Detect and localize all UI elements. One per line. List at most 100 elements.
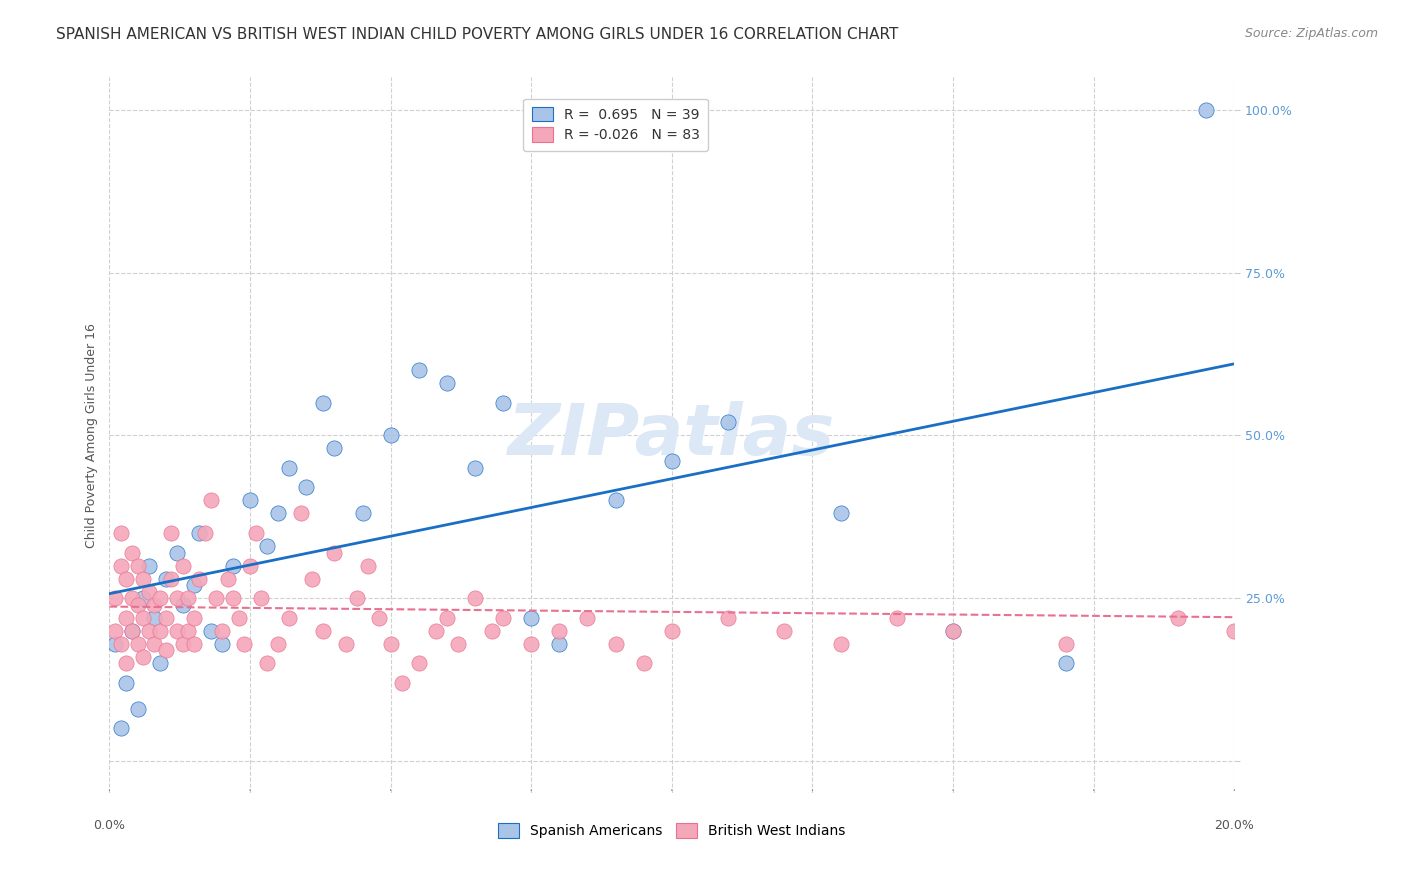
Point	[447, 637, 470, 651]
Point	[267, 507, 290, 521]
Point	[464, 591, 486, 605]
Point	[200, 493, 222, 508]
Point	[160, 526, 183, 541]
Point	[183, 637, 205, 651]
Point	[605, 637, 627, 651]
Y-axis label: Child Poverty Among Girls Under 16: Child Poverty Among Girls Under 16	[86, 323, 98, 548]
Point	[380, 637, 402, 651]
Point	[143, 610, 166, 624]
Point	[115, 656, 138, 670]
Point	[492, 610, 515, 624]
Point	[548, 637, 571, 651]
Point	[301, 572, 323, 586]
Point	[773, 624, 796, 638]
Point	[492, 396, 515, 410]
Point	[391, 675, 413, 690]
Point	[717, 610, 740, 624]
Point	[312, 396, 335, 410]
Point	[115, 675, 138, 690]
Point	[436, 376, 458, 391]
Point	[110, 637, 132, 651]
Point	[576, 610, 599, 624]
Point	[239, 493, 262, 508]
Point	[323, 545, 346, 559]
Point	[149, 591, 172, 605]
Point	[155, 610, 177, 624]
Point	[121, 591, 143, 605]
Point	[830, 637, 852, 651]
Point	[233, 637, 256, 651]
Point	[217, 572, 239, 586]
Point	[127, 558, 149, 573]
Point	[211, 637, 233, 651]
Point	[183, 578, 205, 592]
Point	[290, 507, 312, 521]
Point	[323, 442, 346, 456]
Point	[160, 572, 183, 586]
Point	[222, 591, 245, 605]
Text: Source: ZipAtlas.com: Source: ZipAtlas.com	[1244, 27, 1378, 40]
Point	[245, 526, 267, 541]
Point	[127, 702, 149, 716]
Point	[295, 480, 318, 494]
Point	[132, 649, 155, 664]
Point	[143, 637, 166, 651]
Point	[121, 624, 143, 638]
Point	[256, 656, 278, 670]
Point	[425, 624, 447, 638]
Point	[1195, 103, 1218, 117]
Point	[886, 610, 908, 624]
Point	[481, 624, 503, 638]
Point	[138, 624, 160, 638]
Point	[194, 526, 217, 541]
Point	[357, 558, 380, 573]
Point	[121, 624, 143, 638]
Point	[115, 610, 138, 624]
Point	[205, 591, 228, 605]
Point	[104, 624, 127, 638]
Text: 20.0%: 20.0%	[1215, 820, 1254, 832]
Point	[278, 610, 301, 624]
Point	[138, 584, 160, 599]
Point	[312, 624, 335, 638]
Point	[121, 545, 143, 559]
Point	[661, 624, 683, 638]
Point	[149, 656, 172, 670]
Point	[211, 624, 233, 638]
Point	[177, 591, 200, 605]
Point	[127, 598, 149, 612]
Point	[408, 656, 430, 670]
Point	[717, 416, 740, 430]
Point	[200, 624, 222, 638]
Point	[110, 526, 132, 541]
Point	[104, 637, 127, 651]
Point	[548, 624, 571, 638]
Point	[1336, 591, 1358, 605]
Point	[942, 624, 965, 638]
Text: 0.0%: 0.0%	[93, 820, 125, 832]
Point	[436, 610, 458, 624]
Point	[1279, 461, 1302, 475]
Point	[1223, 624, 1246, 638]
Point	[464, 461, 486, 475]
Point	[166, 591, 188, 605]
Point	[172, 637, 194, 651]
Point	[177, 624, 200, 638]
Point	[1054, 637, 1077, 651]
Point	[942, 624, 965, 638]
Point	[138, 558, 160, 573]
Legend: Spanish Americans, British West Indians: Spanish Americans, British West Indians	[492, 818, 851, 844]
Point	[110, 558, 132, 573]
Text: ZIPatlas: ZIPatlas	[508, 401, 835, 470]
Point	[1054, 656, 1077, 670]
Point	[1167, 610, 1189, 624]
Point	[132, 591, 155, 605]
Point	[110, 721, 132, 735]
Point	[335, 637, 357, 651]
Point	[115, 572, 138, 586]
Point	[346, 591, 368, 605]
Point	[104, 591, 127, 605]
Text: SPANISH AMERICAN VS BRITISH WEST INDIAN CHILD POVERTY AMONG GIRLS UNDER 16 CORRE: SPANISH AMERICAN VS BRITISH WEST INDIAN …	[56, 27, 898, 42]
Point	[830, 507, 852, 521]
Point	[256, 539, 278, 553]
